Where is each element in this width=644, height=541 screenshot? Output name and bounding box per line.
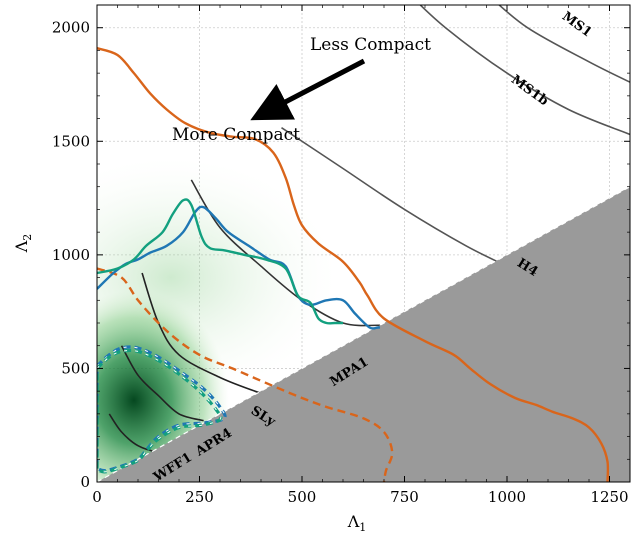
eos-curve-mpa1	[190, 179, 380, 327]
contour-1	[97, 267, 394, 482]
more-compact-label: More Compact	[172, 125, 300, 145]
less-compact-label: Less Compact	[310, 35, 431, 55]
eos-curve-apr4	[120, 345, 204, 422]
y-tick-label: 0	[80, 473, 90, 491]
eos-curves	[108, 5, 630, 454]
x-tick-label: 0	[92, 488, 102, 506]
excluded-region	[97, 186, 630, 482]
annotations: Less Compact More Compact	[172, 35, 431, 145]
axes: 0 250 500 750 1000 1250 0 500 1000 1500 2000	[52, 4, 631, 506]
y-tick-label: 2000	[52, 19, 90, 37]
contour-3	[97, 198, 343, 325]
credible-contours	[97, 47, 610, 482]
y-tick-label: 500	[61, 359, 90, 377]
contour-2	[97, 205, 380, 330]
excluded-triangle	[97, 186, 630, 482]
x-axis-title: Λ1	[347, 512, 367, 534]
eos-curve-h4	[281, 127, 508, 267]
eos-label-ms1: MS1	[559, 9, 594, 40]
contour-0	[97, 47, 610, 482]
eos-curve-sly	[141, 272, 262, 395]
equal-lambda-line	[97, 186, 630, 482]
y-tick-label: 1000	[52, 246, 90, 264]
x-tick-label: 500	[288, 488, 317, 506]
eos-curve-ms1	[497, 5, 630, 83]
y-axis-title: Λ2	[12, 234, 34, 254]
x-tick-label: 1000	[488, 488, 526, 506]
eos-label-ms1b: MS1b	[508, 72, 551, 109]
contour-inner-highlight-5	[97, 349, 222, 473]
x-tick-label: 1250	[590, 488, 628, 506]
x-tick-label: 250	[185, 488, 214, 506]
eos-curve-ms1b	[419, 5, 630, 136]
compactness-arrow	[250, 58, 366, 121]
y-tick-label: 1500	[52, 132, 90, 150]
x-tick-label: 750	[390, 488, 419, 506]
